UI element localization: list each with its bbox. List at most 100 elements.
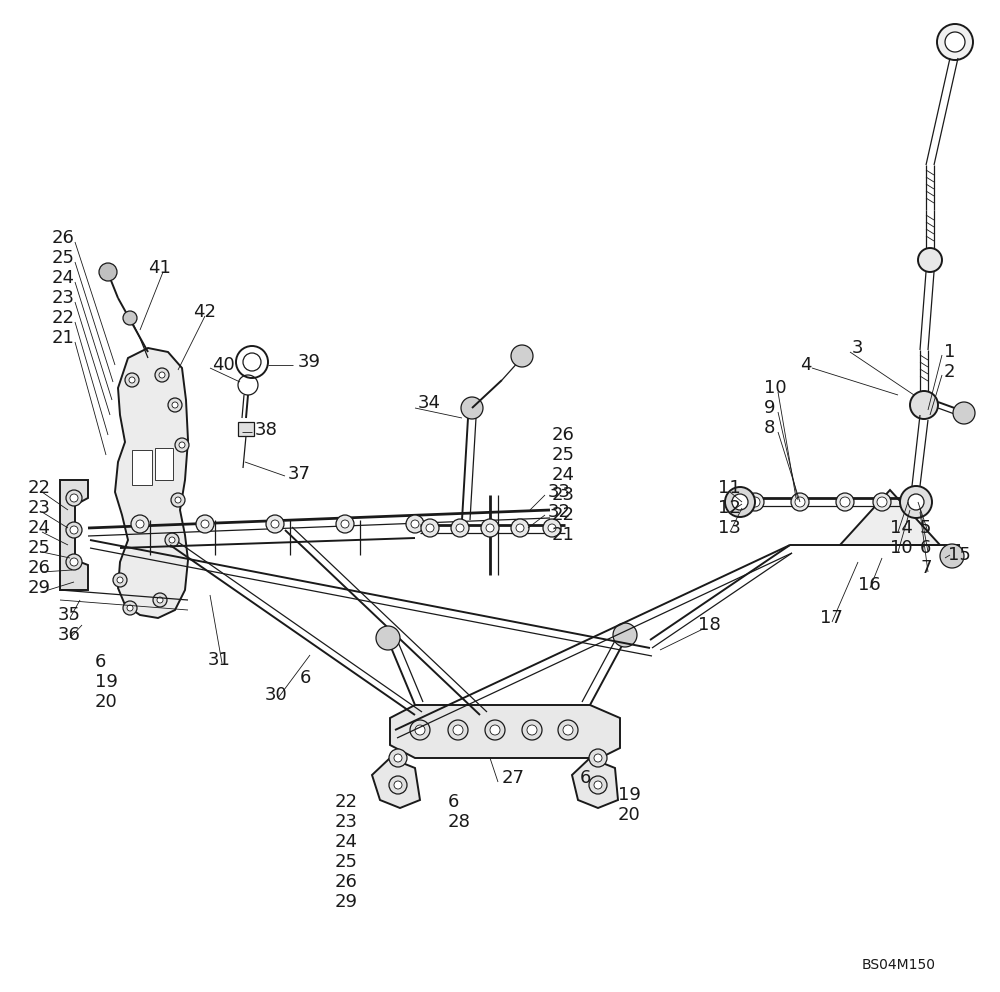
Text: 14: 14: [890, 519, 913, 537]
Polygon shape: [60, 480, 88, 590]
Circle shape: [953, 402, 975, 424]
Circle shape: [613, 623, 637, 647]
Text: 21: 21: [552, 526, 575, 544]
Circle shape: [877, 497, 887, 507]
Text: 20: 20: [95, 693, 118, 711]
Circle shape: [201, 520, 209, 528]
Circle shape: [66, 522, 82, 538]
Circle shape: [271, 520, 279, 528]
Circle shape: [336, 515, 354, 533]
Bar: [155, 448, 173, 480]
Text: 25: 25: [552, 446, 575, 464]
Text: 42: 42: [193, 303, 216, 321]
Text: 7: 7: [920, 559, 932, 577]
Text: 9: 9: [764, 399, 776, 417]
Circle shape: [908, 494, 924, 510]
Text: 26: 26: [335, 873, 358, 891]
Circle shape: [791, 493, 809, 511]
Text: 2: 2: [944, 363, 956, 381]
Circle shape: [589, 749, 607, 767]
Text: 41: 41: [148, 259, 171, 277]
Circle shape: [481, 519, 499, 537]
Circle shape: [548, 524, 556, 532]
Circle shape: [415, 725, 425, 735]
Circle shape: [127, 605, 133, 611]
Circle shape: [159, 372, 165, 378]
Text: 40: 40: [212, 356, 235, 374]
Circle shape: [421, 519, 439, 537]
Text: 33: 33: [548, 483, 571, 501]
Bar: [238, 422, 254, 436]
Text: 18: 18: [698, 616, 721, 634]
Text: 12: 12: [718, 499, 741, 517]
Circle shape: [341, 520, 349, 528]
Text: 24: 24: [335, 833, 358, 851]
Text: 6: 6: [580, 769, 591, 787]
Text: 23: 23: [28, 499, 51, 517]
Text: 29: 29: [28, 579, 51, 597]
Text: 22: 22: [28, 479, 51, 497]
Text: 17: 17: [820, 609, 843, 627]
Text: 22: 22: [552, 506, 575, 524]
Text: 1: 1: [944, 343, 955, 361]
Text: 20: 20: [618, 806, 641, 824]
Text: 19: 19: [618, 786, 641, 804]
Circle shape: [113, 573, 127, 587]
Text: 13: 13: [718, 519, 741, 537]
Text: 11: 11: [718, 479, 741, 497]
Circle shape: [451, 519, 469, 537]
Circle shape: [453, 725, 463, 735]
Circle shape: [486, 524, 494, 532]
Circle shape: [376, 626, 400, 650]
Text: 32: 32: [548, 503, 571, 521]
Text: 24: 24: [552, 466, 575, 484]
Circle shape: [746, 493, 764, 511]
Circle shape: [485, 720, 505, 740]
Text: 6: 6: [920, 539, 931, 557]
Circle shape: [918, 248, 942, 272]
Polygon shape: [390, 705, 620, 758]
Bar: [132, 450, 152, 485]
Circle shape: [394, 754, 402, 762]
Circle shape: [563, 725, 573, 735]
Circle shape: [125, 373, 139, 387]
Circle shape: [448, 720, 468, 740]
Circle shape: [873, 493, 891, 511]
Text: 28: 28: [448, 813, 471, 831]
Circle shape: [910, 391, 938, 419]
Text: 6: 6: [300, 669, 311, 687]
Polygon shape: [115, 348, 188, 618]
Circle shape: [196, 515, 214, 533]
Circle shape: [165, 533, 179, 547]
Circle shape: [179, 442, 185, 448]
Circle shape: [900, 486, 932, 518]
Text: 23: 23: [335, 813, 358, 831]
Text: 26: 26: [28, 559, 51, 577]
Text: 26: 26: [552, 426, 575, 444]
Circle shape: [456, 524, 464, 532]
Text: 37: 37: [288, 465, 311, 483]
Circle shape: [840, 497, 850, 507]
Polygon shape: [840, 490, 940, 545]
Circle shape: [175, 497, 181, 503]
Text: 29: 29: [335, 893, 358, 911]
Circle shape: [937, 24, 973, 60]
Circle shape: [940, 544, 964, 568]
Circle shape: [406, 515, 424, 533]
Circle shape: [153, 593, 167, 607]
Circle shape: [527, 725, 537, 735]
Circle shape: [411, 520, 419, 528]
Circle shape: [123, 311, 137, 325]
Text: 22: 22: [52, 309, 75, 327]
Circle shape: [594, 781, 602, 789]
Circle shape: [169, 537, 175, 543]
Text: 23: 23: [552, 486, 575, 504]
Circle shape: [511, 519, 529, 537]
Text: 6: 6: [448, 793, 459, 811]
Circle shape: [66, 490, 82, 506]
Circle shape: [394, 781, 402, 789]
Text: 24: 24: [28, 519, 51, 537]
Text: 6: 6: [95, 653, 106, 671]
Circle shape: [511, 345, 533, 367]
Text: 21: 21: [52, 329, 75, 347]
